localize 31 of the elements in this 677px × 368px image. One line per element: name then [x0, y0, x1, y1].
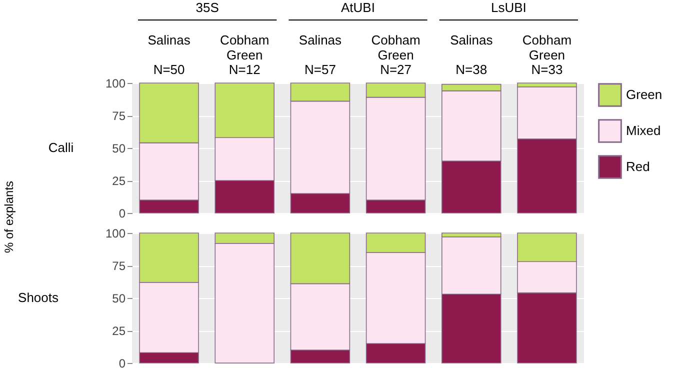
x-tick-label: Salinas: [148, 32, 191, 48]
text: Shoots: [18, 290, 59, 305]
y-axis-title: % of explants: [2, 180, 16, 254]
x-tick-label: Cobham Green: [522, 32, 572, 62]
legend-label: Mixed: [626, 123, 661, 138]
x-tick-label: Salinas: [450, 32, 494, 48]
y-tick-label: 25: [112, 174, 126, 188]
text: N=27: [380, 62, 412, 77]
text: N=38: [456, 62, 488, 77]
text: AtUBI: [341, 0, 375, 15]
y-tick-label: 75: [112, 259, 126, 273]
text: N=12: [228, 62, 260, 77]
legend-label: Red: [626, 159, 650, 174]
y-tick-label: 25: [112, 324, 126, 338]
y-tick-label: 100: [105, 226, 126, 240]
text: N=33: [531, 62, 563, 77]
y-tick-label: 0: [118, 206, 126, 220]
legend-label: Green: [626, 87, 662, 102]
text: N=50: [153, 62, 185, 77]
y-tick-label: 100: [105, 76, 126, 90]
y-tick-label: 75: [112, 109, 126, 123]
text: Calli: [48, 140, 74, 155]
y-tick-label: 50: [112, 292, 126, 306]
x-tick-label: Cobham Green: [220, 32, 270, 62]
y-tick-label: 50: [112, 142, 126, 156]
x-tick-label: Salinas: [298, 32, 342, 48]
text: LsUBI: [490, 0, 526, 15]
x-tick-label: Cobham Green: [371, 32, 420, 62]
text: 35S: [196, 0, 220, 15]
text: N=57: [304, 62, 336, 77]
y-tick-label: 0: [118, 356, 126, 368]
